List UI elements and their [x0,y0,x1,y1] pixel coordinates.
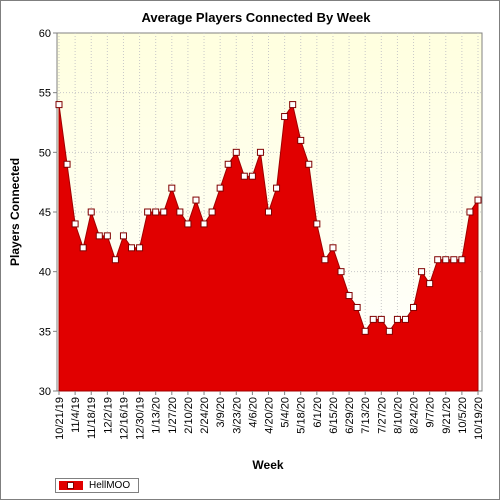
y-tick-label: 55 [39,88,51,100]
data-point-marker [401,315,409,323]
data-point-marker [450,256,458,264]
data-point-marker [289,101,297,109]
y-tick-label: 60 [39,28,51,40]
data-point-marker [297,136,305,144]
data-point-marker [200,220,208,228]
x-tick-label: 5/4/20 [280,397,292,428]
data-point-marker [361,327,369,335]
x-tick-label: 10/5/20 [457,397,469,434]
x-tick-label: 5/18/20 [296,397,308,434]
x-tick-label: 10/21/19 [54,397,66,440]
data-point-marker [313,220,321,228]
data-point-marker [71,220,79,228]
x-tick-label: 4/20/20 [264,397,276,434]
data-point-marker [95,232,103,240]
data-point-marker [458,256,466,264]
data-point-marker [377,315,385,323]
x-tick-label: 1/27/20 [167,397,179,434]
x-tick-label: 11/18/19 [86,397,98,439]
data-point-marker [466,208,474,216]
data-point-marker [176,208,184,216]
data-point-marker [168,184,176,192]
y-axis-ticks: 30 35 40 45 50 55 60 [39,28,57,398]
data-point-marker [329,244,337,252]
data-point-marker [369,315,377,323]
chart-title: Average Players Connected By Week [141,10,371,25]
data-point-marker [128,244,136,252]
x-tick-label: 3/23/20 [231,397,243,434]
x-tick-label: 11/4/19 [70,397,82,433]
x-axis-ticks: 10/21/19 11/4/19 11/18/19 12/2/19 12/16/19 12… [54,391,485,440]
data-point-marker [410,303,418,311]
x-tick-label: 6/1/20 [312,397,324,428]
x-tick-label: 7/13/20 [360,397,372,434]
data-point-marker [273,184,281,192]
legend-marker-icon [67,482,74,489]
y-tick-label: 30 [39,386,51,398]
x-tick-label: 12/2/19 [102,397,114,434]
x-tick-label: 4/6/20 [247,397,259,428]
data-point-marker [265,208,272,216]
data-point-marker [353,303,361,311]
data-point-marker [345,292,353,300]
legend: HellMOO [55,478,139,493]
data-point-marker [87,208,95,216]
y-tick-label: 45 [39,207,51,219]
y-tick-label: 50 [39,147,51,159]
x-axis-label: Week [252,458,283,472]
data-point-marker [418,268,426,276]
x-tick-label: 1/13/20 [151,397,163,434]
data-point-marker [55,101,63,109]
series-markers [55,101,482,335]
data-point-marker [111,256,119,264]
data-point-marker [208,208,216,216]
x-tick-label: 9/21/20 [441,397,453,434]
x-tick-label: 8/24/20 [409,397,421,434]
data-point-marker [305,160,313,168]
x-tick-label: 12/16/19 [118,397,130,440]
y-tick-label: 40 [39,267,51,279]
data-point-marker [136,244,144,252]
x-tick-label: 12/30/19 [135,397,147,440]
data-point-marker [240,172,248,180]
data-point-marker [184,220,192,228]
data-point-marker [385,327,393,335]
data-point-marker [192,196,200,204]
data-point-marker [152,208,160,216]
data-point-marker [393,315,401,323]
x-tick-label: 2/24/20 [199,397,211,434]
data-point-marker [79,244,87,252]
x-tick-label: 9/7/20 [425,397,437,428]
data-point-marker [426,280,434,288]
x-tick-label: 6/15/20 [328,397,340,434]
data-point-marker [119,232,127,240]
x-tick-label: 2/10/20 [183,397,195,434]
data-point-marker [248,172,256,180]
legend-label: HellMOO [89,480,131,491]
y-tick-label: 35 [39,326,51,338]
data-point-marker [224,160,232,168]
data-point-marker [216,184,224,192]
data-point-marker [103,232,111,240]
data-point-marker [256,148,264,156]
data-point-marker [232,148,240,156]
data-point-marker [442,256,450,264]
data-point-marker [281,113,289,121]
data-point-marker [434,256,442,264]
x-tick-label: 6/29/20 [344,397,356,434]
y-axis-label: Players Connected [8,158,22,266]
x-tick-label: 10/19/20 [473,397,485,440]
x-tick-label: 7/27/20 [376,397,388,434]
x-tick-label: 8/10/20 [392,397,404,434]
data-point-marker [63,160,71,168]
data-point-marker [321,256,329,264]
data-point-marker [160,208,168,216]
data-point-marker [337,268,345,276]
data-point-marker [144,208,152,216]
data-point-marker [474,196,482,204]
x-tick-label: 3/9/20 [215,397,227,428]
